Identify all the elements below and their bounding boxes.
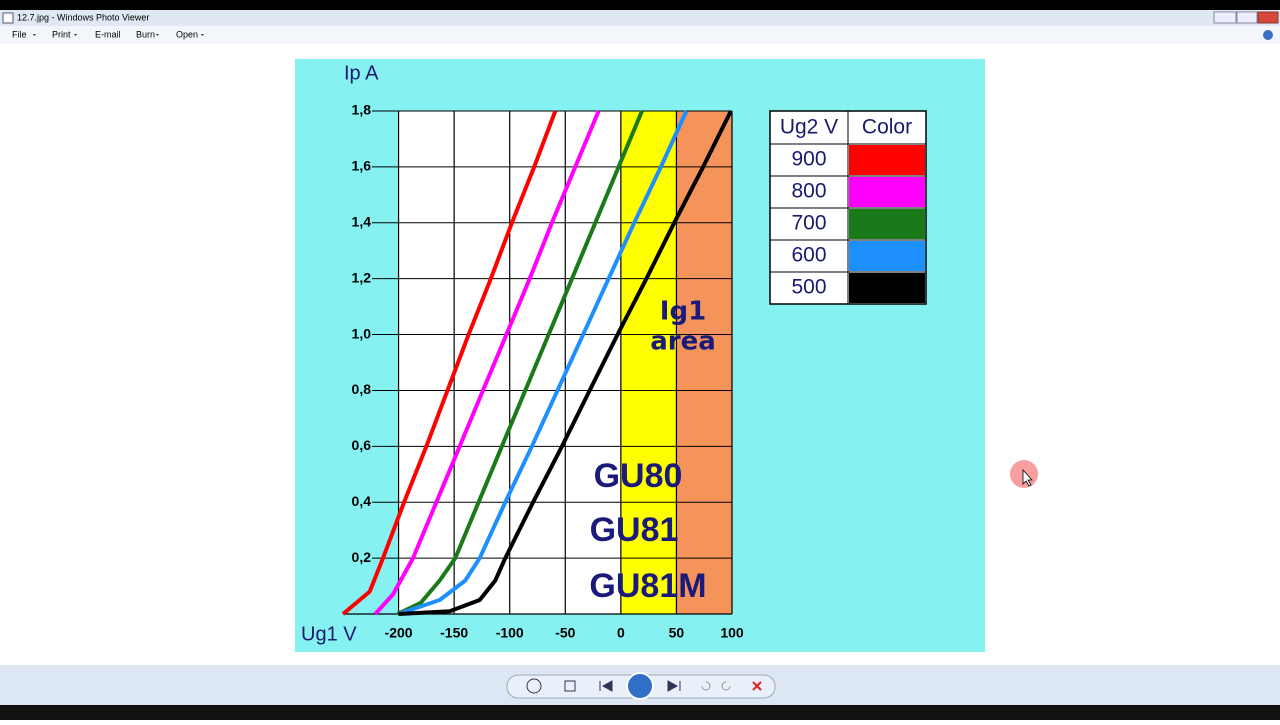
curve — [373, 110, 601, 616]
menu-item[interactable]: E-mail — [95, 29, 121, 39]
previous-button[interactable] — [599, 680, 613, 692]
legend-swatch — [849, 241, 925, 271]
rotate-left-button[interactable] — [701, 681, 711, 691]
fit-button[interactable] — [564, 680, 576, 692]
menu: File Print E-mail Burn Open — [12, 29, 204, 39]
annotation: GU80 — [594, 457, 683, 495]
menu-item[interactable]: File — [12, 29, 27, 39]
delete-button[interactable] — [752, 681, 762, 691]
rotate-right-button[interactable] — [721, 681, 731, 691]
y-axis-label: Ip A — [344, 62, 379, 84]
minimize-button[interactable] — [1213, 11, 1237, 24]
curve — [396, 110, 644, 616]
mouse-cursor — [1022, 468, 1033, 487]
y-tick-label: 1,6 — [352, 158, 372, 174]
legend-swatch — [849, 145, 925, 175]
legend-label: 600 — [791, 244, 826, 267]
menu-arrow — [201, 34, 204, 36]
taskbar — [0, 705, 1280, 720]
window-title: 12.7.jpg - Windows Photo Viewer — [17, 12, 149, 22]
x-tick-label: -150 — [440, 625, 468, 641]
legend-label: 800 — [791, 180, 826, 203]
x-tick-label: 100 — [720, 625, 744, 641]
x-tick-label: -100 — [496, 625, 524, 641]
menu-bar — [0, 26, 1280, 44]
menu-item[interactable]: Burn — [136, 29, 155, 39]
y-tick-label: 1,0 — [352, 325, 372, 341]
x-axis-label: Ug1 V — [301, 623, 357, 645]
help-button[interactable] — [1263, 30, 1273, 40]
y-tick-label: 1,8 — [352, 102, 372, 118]
legend-label: 700 — [791, 212, 826, 235]
legend-label: 500 — [791, 276, 826, 299]
screen-top — [0, 0, 1280, 10]
zoom-button[interactable] — [526, 678, 542, 694]
x-tick-label: 0 — [617, 625, 625, 641]
app-icon — [2, 12, 14, 24]
legend-header: Ug2 V — [780, 116, 838, 139]
x-tick-label: 50 — [669, 625, 685, 641]
y-tick-label: 0,4 — [352, 493, 372, 509]
annotation: GU81 — [590, 511, 679, 549]
menu-item[interactable]: Print — [52, 29, 71, 39]
y-tick-label: 0,6 — [352, 437, 372, 453]
legend-header: Color — [862, 116, 912, 139]
curve — [398, 110, 733, 616]
y-tick-label: 0,2 — [352, 549, 372, 565]
menu-arrow — [156, 34, 159, 36]
annotation: GU81M — [589, 567, 706, 605]
menu-item[interactable]: Open — [176, 29, 198, 39]
legend-label: 900 — [791, 148, 826, 171]
curve — [341, 110, 558, 616]
x-tick-label: -200 — [385, 625, 413, 641]
y-tick-label: 1,4 — [352, 213, 372, 229]
annotation: Ig1 — [660, 297, 706, 327]
menu-arrow — [33, 34, 36, 36]
legend-swatch — [849, 177, 925, 207]
menu-arrow — [74, 34, 77, 36]
chart-image: 0,2 0,4 0,6 0,8 1,0 1,2 1,4 1,6 1,8 -200 -150 -100 -… — [295, 59, 985, 652]
legend-swatch — [849, 209, 925, 239]
y-tick-label: 0,8 — [352, 381, 372, 397]
next-button[interactable] — [667, 680, 681, 692]
y-tick-label: 1,2 — [352, 269, 372, 285]
maximize-button[interactable] — [1236, 11, 1258, 24]
curve — [397, 110, 689, 616]
slideshow-button[interactable] — [626, 672, 654, 700]
legend-swatch — [849, 273, 925, 303]
close-button[interactable] — [1257, 11, 1279, 24]
annotation: area — [650, 327, 716, 357]
x-tick-label: -50 — [555, 625, 575, 641]
title-bar — [0, 10, 1280, 26]
shaded-region — [676, 111, 732, 614]
